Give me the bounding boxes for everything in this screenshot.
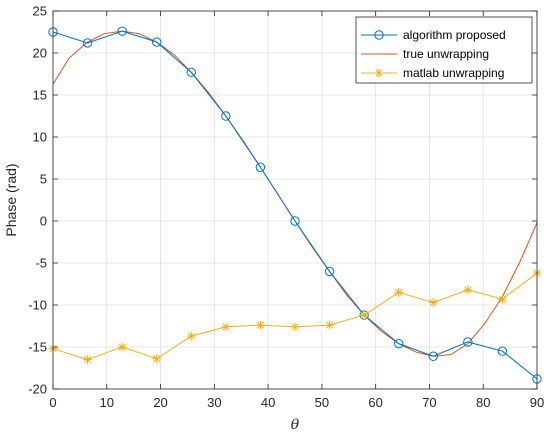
y-axis-label: Phase (rad)	[3, 163, 19, 236]
legend-item-matlab-unwrapping: matlab unwrapping	[361, 66, 504, 80]
y-tick-label: 25	[33, 4, 47, 19]
legend-label-matlab-unwrapping: matlab unwrapping	[403, 66, 504, 80]
x-tick-label: 0	[49, 395, 56, 410]
x-tick-label: 20	[153, 395, 167, 410]
data-point-matlab-unwrapping	[325, 320, 335, 330]
y-tick-label: 20	[33, 46, 47, 61]
y-tick-label: 15	[33, 88, 47, 103]
y-tick-label: -5	[35, 256, 47, 271]
data-point-matlab-unwrapping	[359, 310, 369, 320]
data-point-matlab-unwrapping	[290, 322, 300, 332]
data-point-matlab-unwrapping	[255, 320, 265, 330]
data-point-algorithm-proposed	[255, 162, 266, 172]
data-point-matlab-unwrapping	[152, 354, 162, 364]
data-point-algorithm-proposed	[324, 266, 335, 277]
legend-marker-matlab-unwrapping	[374, 68, 384, 78]
x-tick-label: 40	[261, 395, 275, 410]
legend: algorithm proposed true unwrapping matlab …	[355, 16, 533, 84]
legend-label-true-unwrapping: true unwrapping	[403, 47, 489, 61]
data-point-matlab-unwrapping	[428, 297, 438, 307]
x-tick-label: 10	[100, 395, 114, 410]
data-point-matlab-unwrapping	[394, 287, 404, 297]
data-point-matlab-unwrapping	[117, 342, 127, 352]
x-tick-label: 90	[530, 395, 544, 410]
data-point-matlab-unwrapping	[186, 331, 196, 341]
x-axis-label: θ	[291, 417, 300, 433]
series-line-algorithm-proposed	[52, 30, 538, 380]
data-point-algorithm-proposed	[186, 67, 196, 78]
y-tick-label: 0	[40, 214, 47, 229]
data-point-algorithm-proposed	[117, 26, 127, 36]
y-tick-label: -15	[28, 340, 47, 355]
plot-frame	[52, 10, 538, 390]
data-point-algorithm-proposed	[463, 337, 473, 347]
legend-item-true-unwrapping: true unwrapping	[361, 47, 489, 61]
x-tick-label: 30	[207, 395, 221, 410]
x-tick-label: 50	[315, 395, 329, 410]
data-point-algorithm-proposed	[152, 37, 162, 47]
data-point-algorithm-proposed	[290, 216, 300, 226]
y-tick-label: 10	[33, 130, 47, 145]
legend-marker-algorithm-proposed	[374, 30, 384, 40]
y-tick-label: -20	[28, 382, 47, 397]
series-layer	[48, 26, 542, 384]
x-tick-label: 70	[422, 395, 436, 410]
data-point-matlab-unwrapping	[221, 322, 231, 332]
data-point-algorithm-proposed	[497, 346, 508, 356]
data-point-matlab-unwrapping	[497, 294, 507, 304]
x-tick-label: 80	[476, 395, 490, 410]
legend-item-algorithm-proposed: algorithm proposed	[361, 28, 506, 42]
data-point-algorithm-proposed	[428, 351, 438, 361]
y-tick-label: -10	[28, 298, 47, 313]
data-point-algorithm-proposed	[221, 111, 231, 121]
legend-label-algorithm-proposed: algorithm proposed	[403, 28, 506, 42]
legend-box	[355, 16, 533, 84]
data-point-matlab-unwrapping	[83, 355, 93, 365]
x-tick-label: 60	[368, 395, 382, 410]
data-point-algorithm-proposed	[82, 38, 93, 48]
data-point-algorithm-proposed	[394, 338, 404, 349]
data-point-matlab-unwrapping	[463, 285, 473, 295]
y-tick-label: 5	[40, 172, 47, 187]
